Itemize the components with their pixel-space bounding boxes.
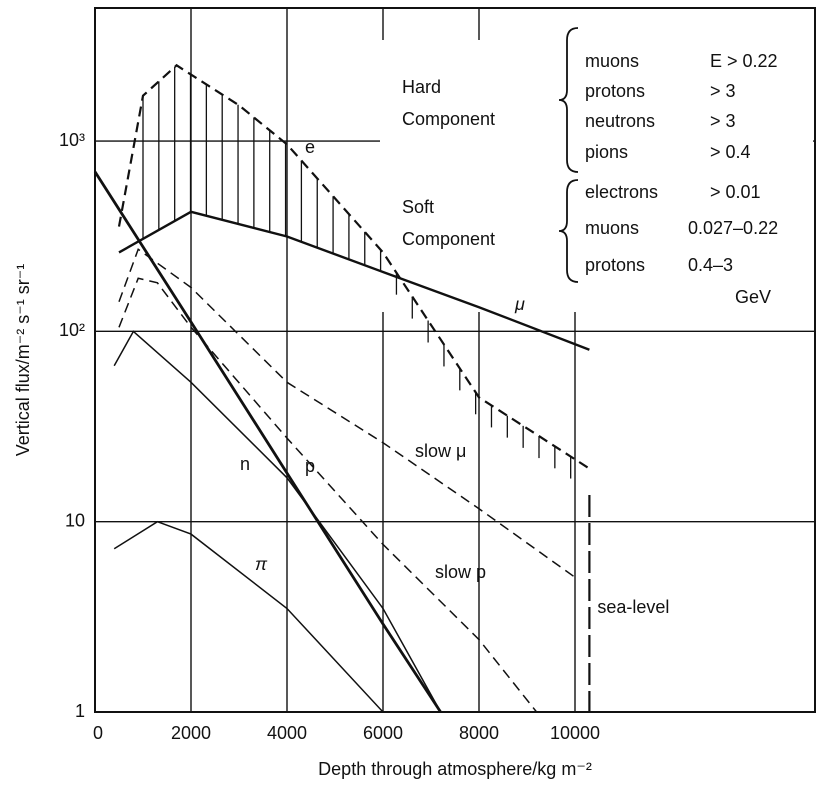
brace: [558, 179, 579, 283]
sea-level-label: sea-level: [597, 597, 669, 617]
component-threshold: > 0.01: [710, 182, 761, 202]
curve-label: p: [305, 456, 315, 476]
x-axis-title: Depth through atmosphere/kg m⁻²: [318, 759, 592, 779]
curve: [118, 210, 590, 351]
component-item: protons: [585, 81, 645, 101]
y-tick-label: 1: [75, 701, 85, 721]
component-name: Hard: [402, 77, 441, 97]
component-threshold: > 3: [710, 81, 736, 101]
x-tick-label: 10000: [550, 723, 600, 743]
curve: [118, 277, 538, 713]
plot-frame: [94, 7, 816, 713]
curve: [118, 248, 576, 578]
y-axis-title: Vertical flux/m⁻² s⁻¹ sr⁻¹: [13, 264, 33, 457]
curve-label: π: [255, 554, 268, 574]
component-threshold: > 0.4: [710, 142, 751, 162]
component-item: electrons: [585, 182, 658, 202]
brace: [558, 27, 579, 173]
unit-label: GeV: [735, 287, 771, 307]
x-tick-label: 8000: [459, 723, 499, 743]
y-tick-label: 10: [65, 510, 85, 530]
component-name: Component: [402, 109, 495, 129]
component-threshold: 0.4–3: [688, 255, 733, 275]
component-item: protons: [585, 255, 645, 275]
y-tick-label: 10²: [59, 320, 85, 340]
curve-label: slow p: [435, 562, 486, 582]
component-item: muons: [585, 218, 639, 238]
component-threshold: 0.027–0.22: [688, 218, 778, 238]
component-item: neutrons: [585, 111, 655, 131]
component-threshold: E > 0.22: [710, 51, 778, 71]
component-item: muons: [585, 51, 639, 71]
component-threshold: > 3: [710, 111, 736, 131]
curve-label: e: [305, 137, 315, 157]
curve: [113, 330, 442, 713]
x-tick-label: 4000: [267, 723, 307, 743]
curve-label: n: [240, 454, 250, 474]
x-tick-label: 6000: [363, 723, 403, 743]
y-tick-label: 10³: [59, 130, 85, 150]
component-name: Component: [402, 229, 495, 249]
component-item: pions: [585, 142, 628, 162]
legend-background: [555, 9, 813, 312]
x-tick-label: 0: [93, 723, 103, 743]
x-tick-label: 2000: [171, 723, 211, 743]
curve: [113, 520, 384, 713]
component-name: Soft: [402, 197, 434, 217]
curve: [93, 170, 442, 713]
curve-label: μ: [514, 294, 525, 314]
curve-label: slow μ: [415, 441, 466, 461]
